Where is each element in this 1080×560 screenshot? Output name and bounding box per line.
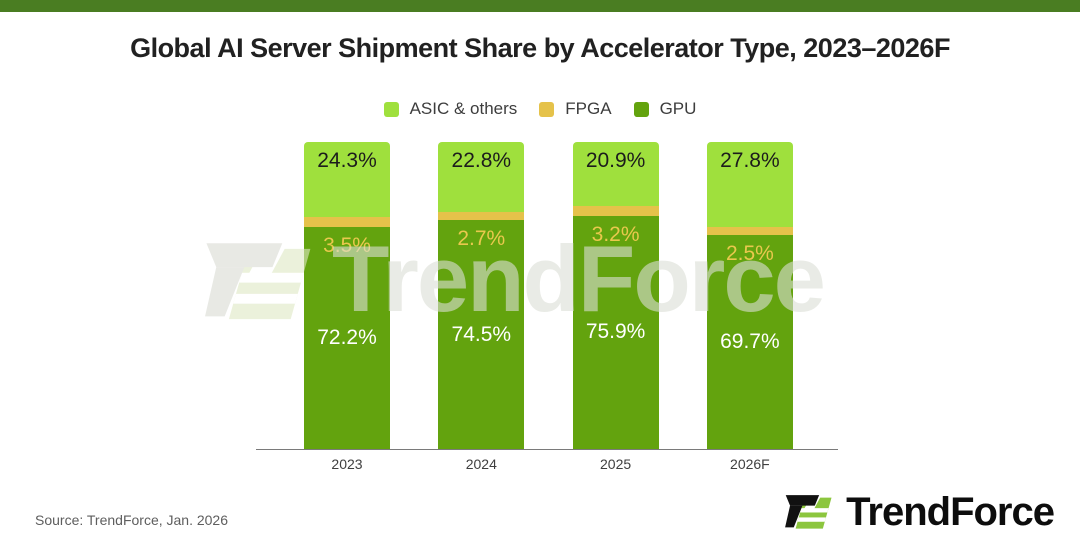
legend-item-fpga: FPGA	[539, 99, 612, 119]
bar-label-fpga: 3.5%	[323, 234, 371, 258]
chart-plot: 24.3% 3.5% 72.2% 22.8% 2.7% 74.5% 20.9% 3.2% 75.…	[258, 142, 838, 449]
bar-segment-gpu: 2.5% 69.7%	[706, 235, 793, 449]
top-border	[0, 0, 1080, 12]
legend-item-gpu: GPU	[633, 99, 697, 119]
bar-label-gpu: 69.7%	[720, 330, 780, 353]
bar-segment-gpu: 2.7% 74.5%	[438, 220, 525, 449]
x-tick-label: 2026F	[730, 456, 770, 472]
bar-2023: 24.3% 3.5% 72.2%	[304, 142, 390, 449]
bar-2025: 20.9% 3.2% 75.9%	[572, 142, 659, 449]
legend-item-asic-others: ASIC & others	[383, 99, 518, 119]
legend-label: ASIC & others	[409, 99, 518, 118]
bar-segment-fpga	[438, 211, 525, 221]
x-tick-label: 2025	[600, 456, 632, 472]
legend: ASIC & others FPGA GPU	[0, 99, 1080, 119]
bar-segment-fpga	[572, 206, 659, 216]
trendforce-logo-glyph-icon	[782, 490, 834, 535]
bar-label-asic: 20.9%	[585, 149, 646, 172]
legend-swatch-icon	[633, 101, 649, 117]
legend-label: FPGA	[565, 99, 612, 118]
bar-label-gpu: 74.5%	[451, 322, 512, 346]
bar-segment-fpga	[706, 227, 793, 236]
bar-2024: 22.8% 2.7% 74.5%	[438, 142, 525, 449]
bar-segment-fpga	[304, 216, 390, 228]
x-axis-line	[256, 449, 838, 450]
bar-label-asic: 27.8%	[720, 149, 780, 172]
bar-segment-asic: 24.3%	[304, 142, 390, 217]
bar-label-fpga: 3.2%	[591, 222, 640, 246]
bar-label-fpga: 2.7%	[457, 227, 506, 251]
bar-label-fpga: 2.5%	[725, 242, 774, 266]
legend-label: GPU	[659, 99, 697, 118]
chart-title: Global AI Server Shipment Share by Accel…	[130, 33, 950, 63]
legend-swatch-icon	[539, 101, 555, 117]
bar-label-gpu: 75.9%	[585, 320, 646, 344]
bar-label-gpu: 72.2%	[317, 326, 377, 350]
bar-segment-gpu: 3.5% 72.2%	[304, 227, 390, 449]
logo-text: TrendForce	[846, 490, 1055, 534]
legend-swatch-icon	[383, 101, 399, 117]
x-tick-label: 2023	[331, 456, 363, 472]
bar-segment-asic: 22.8%	[438, 142, 525, 212]
bar-2026F: 27.8% 2.5% 69.7%	[706, 142, 793, 449]
trendforce-logo: TrendForce	[782, 490, 1055, 535]
source-text: Source: TrendForce, Jan. 2026	[35, 512, 228, 528]
bar-label-asic: 22.8%	[451, 149, 512, 172]
bar-label-asic: 24.3%	[317, 149, 377, 172]
bar-segment-asic: 27.8%	[706, 142, 793, 228]
bar-segment-gpu: 3.2% 75.9%	[572, 215, 659, 449]
bar-segment-asic: 20.9%	[572, 142, 659, 207]
x-tick-label: 2024	[465, 456, 497, 472]
